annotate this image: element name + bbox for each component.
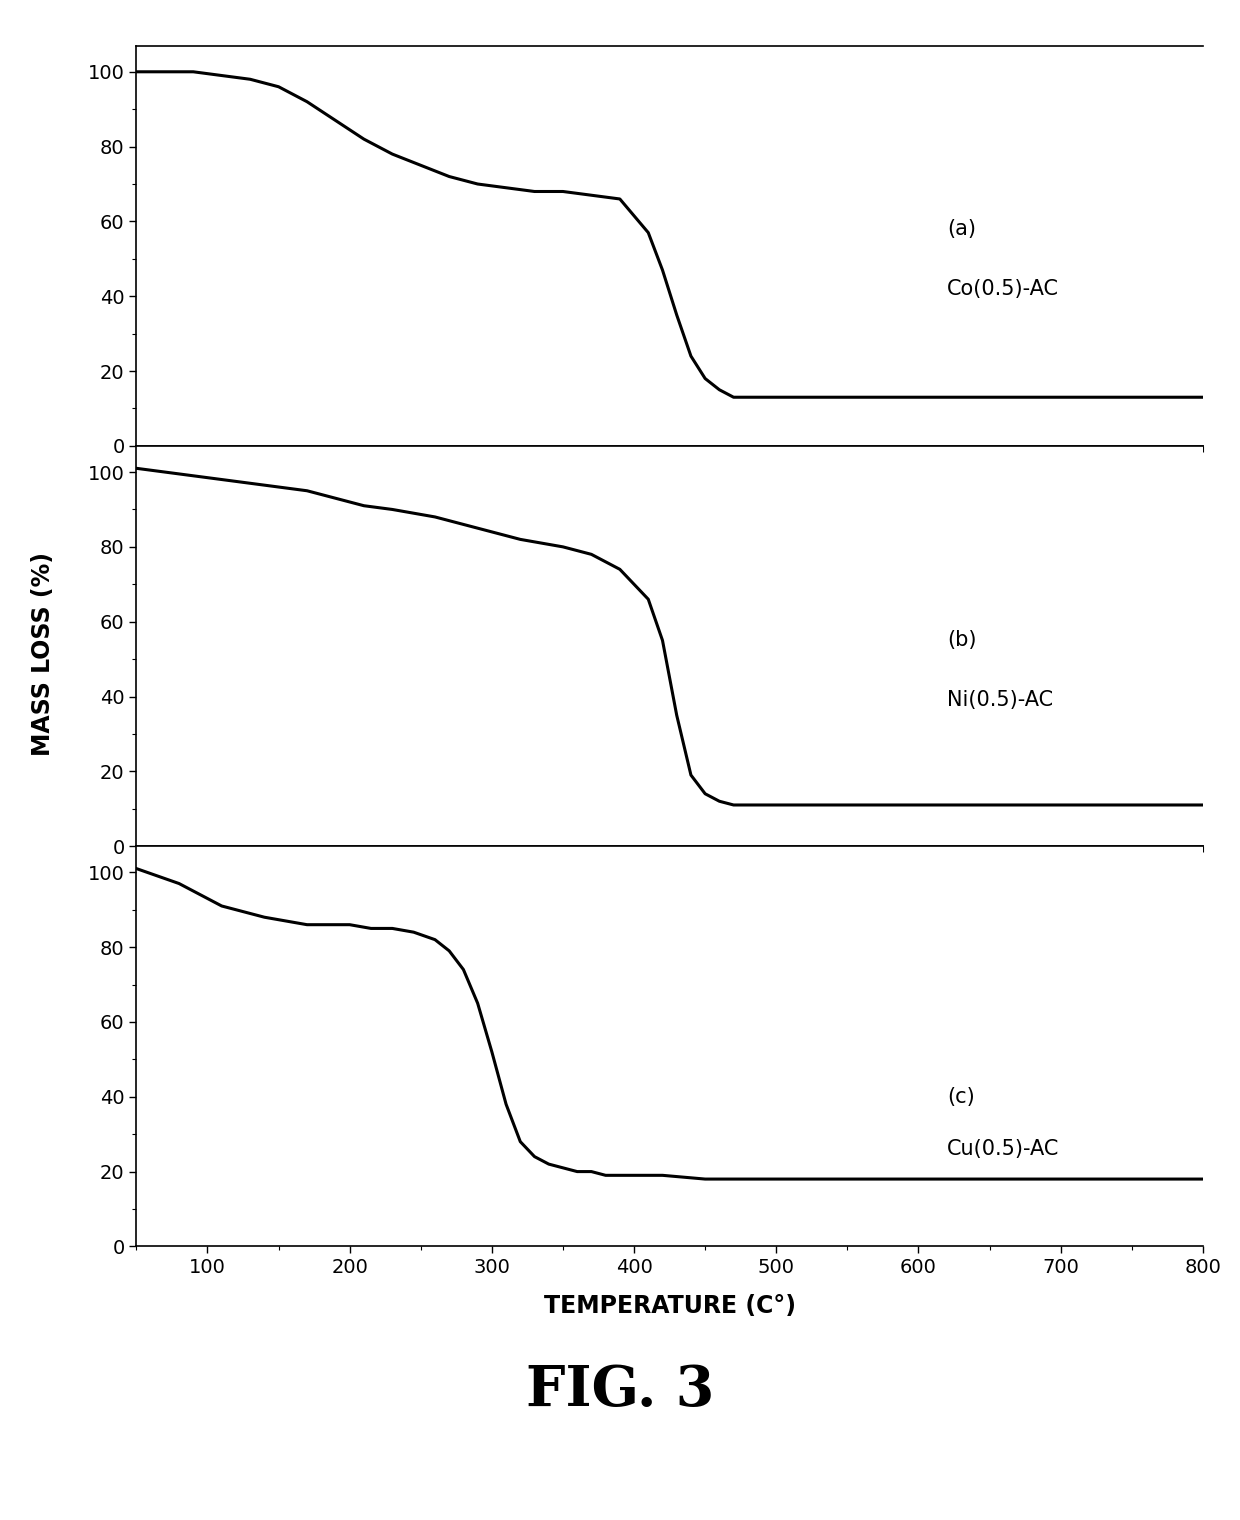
Text: Ni(0.5)-AC: Ni(0.5)-AC [947,690,1053,710]
Text: MASS LOSS (%): MASS LOSS (%) [31,552,56,755]
Text: FIG. 3: FIG. 3 [526,1363,714,1418]
X-axis label: TEMPERATURE (C°): TEMPERATURE (C°) [543,1294,796,1318]
Text: Cu(0.5)-AC: Cu(0.5)-AC [947,1138,1059,1160]
Text: (b): (b) [947,631,976,651]
Text: (c): (c) [947,1087,975,1107]
Text: Co(0.5)-AC: Co(0.5)-AC [947,278,1059,299]
Text: (a): (a) [947,219,976,239]
